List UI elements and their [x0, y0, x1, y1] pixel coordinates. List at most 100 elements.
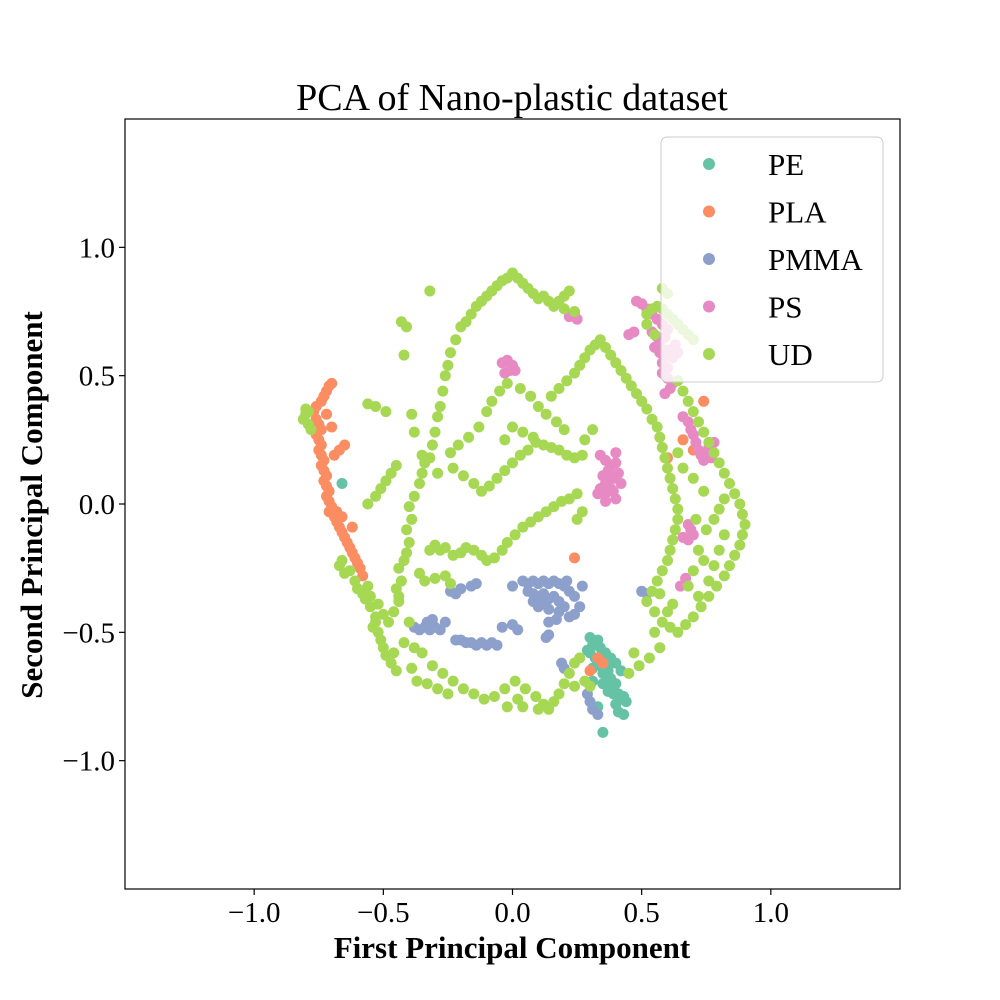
- point-pmma: [561, 575, 573, 587]
- point-ud: [664, 472, 676, 484]
- point-ud: [569, 367, 580, 379]
- point-ud: [532, 401, 544, 412]
- point-ud: [667, 598, 679, 610]
- point-ud: [457, 470, 469, 482]
- point-ud: [380, 406, 392, 418]
- point-ud: [398, 637, 410, 649]
- point-pe: [620, 696, 632, 708]
- point-ud: [682, 580, 694, 592]
- y-axis-label: Second Principal Component: [14, 311, 49, 699]
- point-ud: [501, 377, 513, 389]
- point-ud: [468, 688, 480, 700]
- point-pla: [321, 408, 332, 420]
- point-ud: [517, 521, 529, 533]
- point-pmma: [512, 624, 524, 636]
- point-ud: [563, 493, 575, 505]
- point-ud: [488, 691, 500, 702]
- point-ud: [576, 449, 588, 461]
- point-pmma: [543, 616, 555, 628]
- point-ud: [646, 413, 658, 425]
- point-ud: [734, 498, 746, 510]
- legend-label-ud: UD: [768, 337, 813, 372]
- point-ud: [654, 431, 666, 443]
- point-ud: [615, 365, 627, 376]
- point-ud: [736, 529, 748, 541]
- point-ud: [305, 424, 317, 436]
- point-ud: [437, 667, 449, 679]
- point-ud: [362, 580, 374, 592]
- point-pe: [581, 644, 593, 656]
- point-pe: [618, 709, 630, 720]
- legend-label-pla: PLA: [768, 195, 827, 230]
- point-ud: [667, 534, 679, 546]
- point-ud: [401, 547, 413, 559]
- point-ps: [499, 367, 511, 379]
- point-ud: [641, 318, 653, 330]
- series-pmma: [408, 575, 653, 720]
- point-ps: [615, 478, 627, 489]
- point-ud: [641, 403, 653, 415]
- point-pla: [698, 395, 710, 407]
- point-pmma: [491, 639, 503, 651]
- point-ud: [442, 359, 454, 371]
- point-ps: [674, 580, 686, 592]
- point-ud: [300, 403, 312, 415]
- point-ud: [377, 608, 389, 620]
- point-ud: [563, 285, 575, 297]
- point-ud: [729, 549, 741, 561]
- legend-marker-pmma: [703, 253, 715, 265]
- point-ud: [525, 390, 537, 402]
- point-pmma: [569, 608, 580, 620]
- legend-label-pe: PE: [768, 147, 804, 182]
- point-ud: [362, 498, 374, 510]
- point-ud: [698, 555, 710, 566]
- point-ps: [610, 447, 622, 459]
- point-ud: [494, 385, 506, 397]
- point-ud: [672, 503, 684, 515]
- point-ud: [561, 375, 573, 387]
- point-ud: [416, 467, 428, 479]
- point-ud: [656, 442, 668, 453]
- point-ud: [708, 513, 720, 525]
- point-ud: [713, 457, 725, 469]
- point-ud: [656, 616, 668, 628]
- point-ud: [548, 696, 560, 708]
- point-ud: [711, 580, 723, 592]
- point-ud: [594, 334, 606, 346]
- point-ud: [411, 675, 423, 687]
- legend-box: [660, 136, 884, 383]
- point-pla: [346, 521, 358, 533]
- point-ud: [426, 660, 438, 672]
- point-ud: [530, 691, 542, 702]
- point-ud: [687, 472, 699, 484]
- point-ud: [662, 606, 673, 618]
- point-ud: [654, 588, 666, 600]
- point-ud: [669, 524, 681, 536]
- point-ud: [631, 388, 642, 400]
- point-ud: [401, 524, 413, 536]
- point-ud: [460, 316, 472, 328]
- points-layer: [297, 267, 751, 738]
- point-pe: [605, 657, 617, 669]
- point-ud: [682, 395, 694, 407]
- point-ud: [388, 647, 400, 659]
- point-ud: [406, 662, 418, 674]
- point-ud: [390, 460, 402, 471]
- point-ud: [437, 385, 449, 397]
- point-ud: [478, 693, 490, 705]
- point-ud: [403, 537, 415, 548]
- point-ud: [677, 462, 689, 474]
- point-ud: [558, 424, 570, 436]
- point-ud: [579, 352, 591, 364]
- point-ud: [610, 357, 622, 369]
- point-ud: [558, 678, 570, 690]
- point-ud: [421, 678, 433, 690]
- point-ud: [414, 567, 425, 579]
- point-pmma: [592, 709, 604, 720]
- point-ps: [600, 495, 611, 507]
- point-ud: [408, 426, 420, 438]
- point-ud: [419, 575, 431, 587]
- y-tick-label: −1.0: [62, 746, 115, 778]
- point-ud: [651, 575, 663, 587]
- y-axis-ticks: −1.0 −0.5 0.0 0.5 1.0: [62, 232, 125, 778]
